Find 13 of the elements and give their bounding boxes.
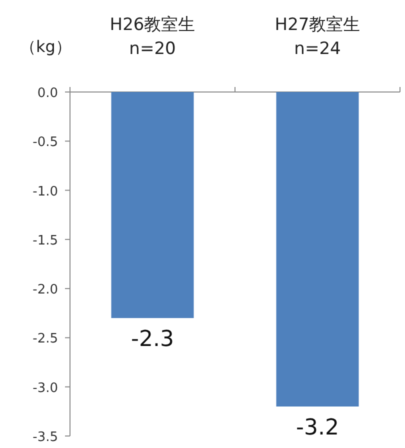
y-axis-title: （kg） — [20, 37, 72, 56]
data-label: -2.3 — [131, 327, 174, 352]
y-tick-label: -2.0 — [32, 282, 58, 298]
data-label: -3.2 — [296, 416, 339, 441]
y-tick-label: -2.5 — [32, 332, 58, 347]
y-tick-label: -3.0 — [32, 380, 58, 396]
x-tick-label: H26教室生 n=20 — [110, 15, 196, 59]
x-tick-label: H27教室生 n=24 — [274, 15, 360, 59]
y-tick-label: -1.0 — [32, 184, 58, 200]
y-tick-label: -3.5 — [32, 430, 58, 445]
y-tick-label: -1.5 — [32, 233, 58, 248]
y-tick-label: 0.0 — [37, 86, 58, 101]
y-tick-label: -0.5 — [32, 135, 58, 150]
